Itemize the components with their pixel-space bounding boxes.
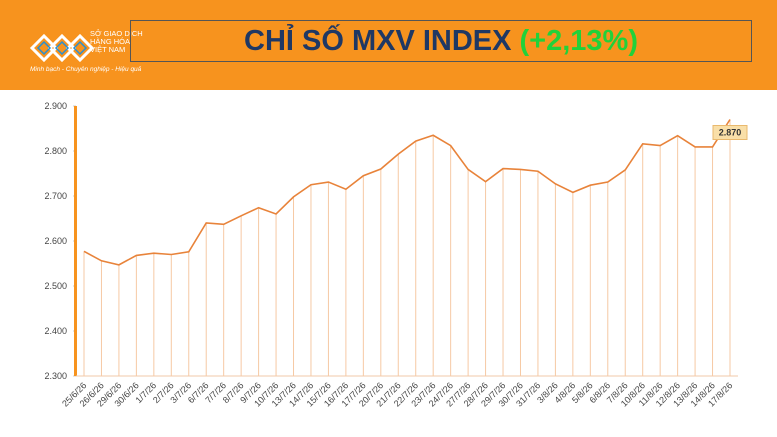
y-tick-label: 2.800 — [44, 146, 67, 156]
label-box — [712, 125, 748, 140]
title-change: (+2,13%) — [519, 24, 638, 57]
y-tick-label: 2.700 — [44, 191, 67, 201]
org-name: VIỆT NAM — [90, 45, 126, 54]
org-name: HÀNG HÓA — [90, 37, 131, 46]
title: CHỈ SỐ MXV INDEX — [244, 24, 512, 57]
line — [83, 119, 731, 266]
y-tick-label: 2.900 — [44, 101, 67, 111]
tagline: Minh bạch - Chuyên nghiệp - Hiệu quả — [30, 66, 142, 73]
y-tick-label: 2.400 — [44, 326, 67, 336]
y-axis — [74, 106, 77, 376]
org-name: SỞ GIAO DỊCH — [90, 29, 143, 38]
banner: SỞ GIAO DỊCH HÀNG HÓA VIỆT NAM Minh bạch… — [0, 0, 777, 90]
logo-text: SỞ GIAO DỊCH HÀNG HÓA VIỆT NAM — [90, 30, 143, 54]
y-tick-label: 2.500 — [44, 281, 67, 291]
title-box: CHỈ SỐ MXV INDEX (+2,13%) — [130, 20, 752, 62]
data-label: 2.870 — [719, 128, 742, 138]
y-tick-label: 2.300 — [44, 371, 67, 381]
y-tick-label: 2.600 — [44, 236, 67, 246]
logo-icon — [29, 33, 95, 63]
